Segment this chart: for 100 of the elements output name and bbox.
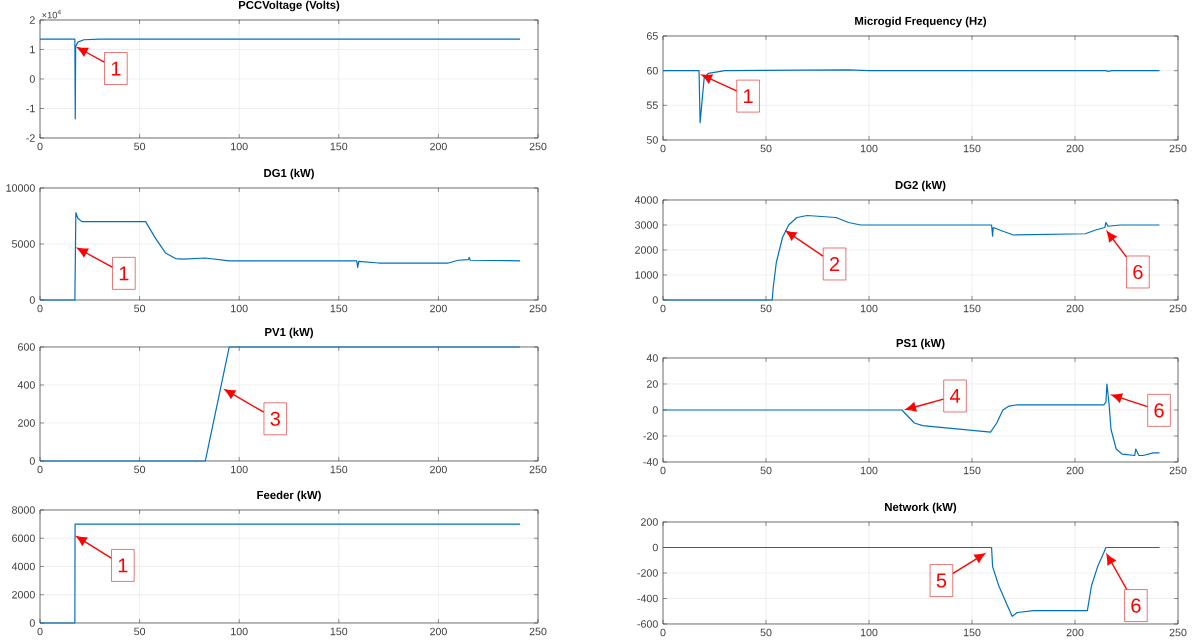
x-tick-label: 150	[330, 627, 348, 636]
y-tick-label: 0	[29, 75, 35, 83]
y-tick-label: -1	[26, 104, 35, 113]
y-tick-label: 20	[646, 380, 658, 388]
y-tick-label: -2	[26, 134, 35, 142]
line-series	[662, 546, 1161, 617]
x-tick-label: 0	[660, 304, 666, 313]
x-tick-label: 100	[231, 304, 248, 313]
y-tick-label: 2000	[635, 246, 658, 254]
y-tick-label: -400	[637, 594, 658, 603]
y-tick-label: 50	[646, 136, 658, 144]
chart-title: DG2 (kW)	[895, 180, 946, 192]
x-tick-label: 50	[134, 627, 146, 636]
y-tick-label: 0	[29, 457, 35, 465]
y-tick-label: 0	[652, 296, 658, 304]
annotation: 1	[111, 61, 121, 76]
x-tick-label: 150	[963, 144, 981, 153]
y-tick-label: 1000	[635, 271, 658, 279]
x-tick-label: 100	[231, 465, 248, 474]
y-tick-label: 1	[30, 45, 35, 54]
x-tick-label: 50	[760, 628, 772, 637]
y-tick-label: 6000	[12, 534, 35, 543]
y-tick-label: 2	[29, 16, 35, 24]
x-tick-label: 100	[860, 466, 878, 475]
annotation: 1	[119, 266, 129, 281]
y-tick-label: 400	[17, 381, 35, 389]
x-tick-label: 250	[529, 465, 547, 474]
chart-title: Feeder (kW)	[257, 490, 321, 502]
y-tick-label: 2000	[12, 590, 35, 599]
y-tick-label: 4000	[634, 196, 658, 204]
x-tick-label: 250	[529, 627, 547, 636]
annotation: 1	[118, 558, 128, 573]
x-tick-label: 50	[134, 304, 146, 313]
x-tick-label: 50	[134, 142, 146, 151]
annotation: 1	[744, 89, 753, 103]
y-tick-label: -600	[637, 620, 658, 628]
y-tick-label: 0	[652, 543, 658, 552]
annotation: 6	[1154, 403, 1164, 418]
x-tick-label: 50	[760, 304, 772, 313]
x-tick-label: 50	[760, 466, 772, 475]
x-tick-label: 200	[1066, 628, 1084, 637]
x-tick-label: 100	[860, 628, 878, 637]
annotation: 3	[270, 411, 280, 426]
x-tick-label: 100	[860, 144, 878, 153]
chart-title: Microgid Frequency (Hz)	[855, 16, 987, 28]
y-tick-label: -40	[643, 458, 658, 466]
x-tick-label: 200	[430, 627, 447, 636]
x-tick-label: 100	[231, 142, 248, 151]
annotation: 2	[829, 257, 840, 271]
x-tick-label: 0	[660, 466, 666, 475]
x-tick-label: 200	[430, 304, 447, 313]
annotation: 6	[1131, 598, 1141, 613]
x-tick-label: 0	[37, 142, 43, 151]
annotation: 5	[936, 573, 947, 588]
chart-title: PS1 (kW)	[896, 338, 945, 350]
x-tick-label: 250	[1169, 144, 1187, 153]
x-tick-label: 100	[231, 627, 248, 636]
y-tick-label: 0	[652, 406, 658, 414]
x-tick-label: 150	[330, 142, 348, 151]
x-tick-label: 200	[1066, 466, 1084, 475]
x-tick-label: 150	[963, 466, 981, 475]
x-tick-label: 250	[529, 304, 547, 313]
x-tick-label: 0	[37, 465, 43, 474]
x-tick-label: 150	[963, 304, 981, 313]
chart-title: Network (kW)	[885, 502, 957, 514]
x-tick-label: 150	[330, 465, 348, 474]
y-tick-label: 0	[29, 296, 35, 304]
annotation: 6	[1133, 264, 1143, 280]
y-tick-label: 600	[18, 343, 35, 351]
y-tick-label: 0	[29, 619, 35, 627]
y-tick-label: 5000	[11, 240, 35, 248]
y-tick-label: 60	[646, 66, 658, 75]
line-series	[662, 69, 1161, 124]
x-tick-label: 150	[330, 304, 348, 313]
annotation: 4	[949, 389, 960, 403]
x-tick-label: 250	[1169, 304, 1187, 313]
x-tick-label: 250	[1169, 466, 1187, 475]
y-tick-label: 40	[646, 354, 658, 362]
x-tick-label: 250	[1169, 628, 1187, 637]
x-tick-label: 200	[1066, 304, 1084, 313]
y-tick-label: 10000	[6, 184, 35, 192]
y-tick-label: 8000	[12, 506, 35, 514]
x-tick-label: 0	[37, 627, 43, 636]
x-tick-label: 200	[1066, 144, 1084, 153]
x-tick-label: 150	[963, 628, 981, 637]
chart-title: PV1 (kW)	[265, 327, 313, 339]
x-tick-label: 0	[37, 304, 43, 313]
y-tick-label: -20	[643, 432, 658, 440]
line-series	[39, 38, 521, 120]
x-tick-label: 250	[529, 142, 547, 151]
x-tick-label: 200	[430, 465, 447, 474]
y-tick-label: 55	[646, 101, 658, 110]
chart-title: PCCVoltage (Volts)	[238, 0, 340, 12]
x-tick-label: 0	[660, 144, 666, 153]
text: ×10$^{4}$	[42, 9, 61, 19]
x-tick-label: 0	[660, 628, 666, 637]
chart-title: DG1 (kW)	[264, 168, 314, 180]
y-tick-label: 200	[641, 518, 658, 526]
y-tick-label: -200	[637, 569, 658, 577]
x-tick-label: 100	[860, 304, 878, 313]
